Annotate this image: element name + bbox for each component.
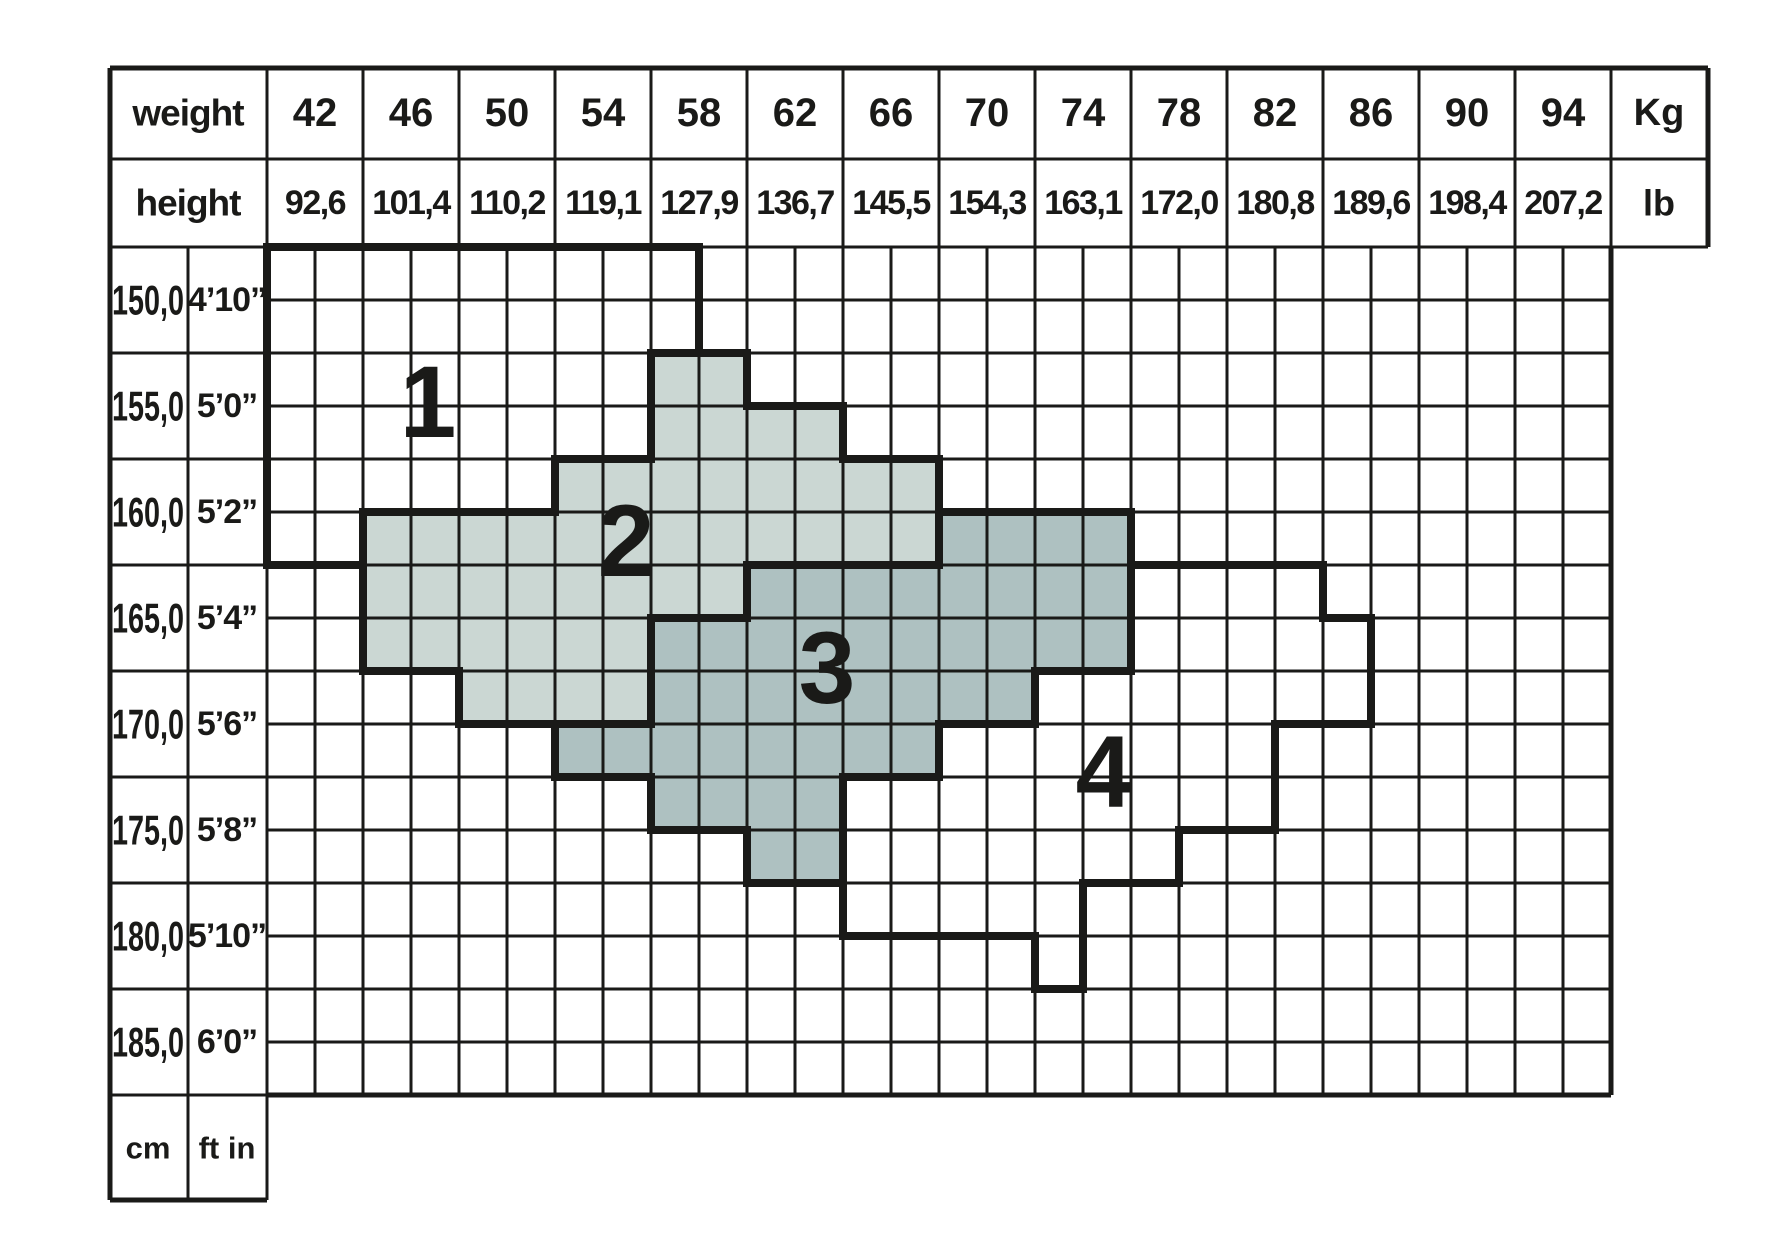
height-ftin-label: 5’2” [197, 493, 257, 531]
height-header-label: height [136, 183, 242, 224]
height-cm-label: 160,0 [112, 489, 184, 536]
zone-4-label: 4 [1076, 715, 1133, 829]
weight-kg-value: 62 [773, 91, 818, 135]
weight-lb-value: 172,0 [1140, 184, 1218, 222]
weight-kg-value: 66 [869, 91, 914, 135]
weight-lb-value: 119,1 [565, 184, 641, 222]
zone-labels: 1 2 3 4 [400, 345, 1133, 829]
weight-kg-value: 46 [389, 91, 434, 135]
weight-kg-value: 42 [293, 91, 338, 135]
weight-lb-value: 189,6 [1332, 184, 1410, 222]
zone-3-label: 3 [799, 611, 856, 725]
height-ftin-label: 5’4” [197, 599, 257, 637]
height-cm-label: 185,0 [112, 1019, 184, 1066]
kg-unit-label: Kg [1634, 92, 1685, 134]
weight-lb-value: 127,9 [660, 184, 738, 222]
weight-kg-value: 78 [1157, 91, 1202, 135]
grid-lines [107, 65, 1711, 1203]
height-cm-label: 155,0 [112, 383, 184, 430]
weight-kg-value: 70 [965, 91, 1010, 135]
weight-lb-value: 163,1 [1044, 184, 1122, 222]
zone-2-label: 2 [598, 484, 655, 598]
height-ftin-label: 5’10” [188, 917, 266, 955]
weight-lb-value: 92,6 [285, 184, 346, 222]
weight-kg-value: 74 [1061, 91, 1106, 135]
weight-kg-value: 54 [581, 91, 626, 135]
height-cm-label: 180,0 [112, 913, 184, 960]
weight-kg-value: 94 [1541, 91, 1586, 135]
footer-cm-label: cm [126, 1131, 171, 1166]
lb-unit-label: lb [1643, 183, 1675, 224]
zone-4-outline [839, 561, 1375, 993]
weight-lb-value: 145,5 [852, 184, 930, 222]
height-ftin-label: 5’0” [197, 387, 257, 425]
height-cm-label: 175,0 [112, 807, 184, 854]
height-ftin-label: 5’6” [197, 705, 257, 743]
weight-lb-value: 110,2 [469, 184, 545, 222]
zone-outlines [263, 243, 1375, 993]
weight-header-label: weight [131, 93, 244, 134]
weight-kg-value: 82 [1253, 91, 1298, 135]
zone-1-label: 1 [400, 345, 457, 459]
weight-lb-value: 198,4 [1428, 184, 1507, 222]
weight-lb-value: 101,4 [372, 184, 451, 222]
weight-lb-value: 180,8 [1236, 184, 1314, 222]
weight-kg-value: 58 [677, 91, 722, 135]
footer-ftin-label: ft in [199, 1131, 256, 1166]
weight-kg-value: 50 [485, 91, 530, 135]
height-cm-label: 165,0 [112, 595, 184, 642]
height-ftin-label: 6’0” [197, 1023, 257, 1061]
weight-kg-value: 86 [1349, 91, 1394, 135]
height-cm-label: 170,0 [112, 701, 184, 748]
weight-kg-value: 90 [1445, 91, 1490, 135]
height-cm-label: 150,0 [112, 277, 184, 324]
height-ftin-label: 5’8” [197, 811, 257, 849]
table-text: weight height Kg lb cm ft in 42 46 50 54 58 6… [112, 91, 1684, 1166]
height-ftin-label: 4’10” [188, 281, 266, 319]
weight-lb-value: 154,3 [948, 184, 1026, 222]
weight-lb-value: 136,7 [756, 184, 834, 222]
weight-lb-value: 207,2 [1524, 184, 1602, 222]
